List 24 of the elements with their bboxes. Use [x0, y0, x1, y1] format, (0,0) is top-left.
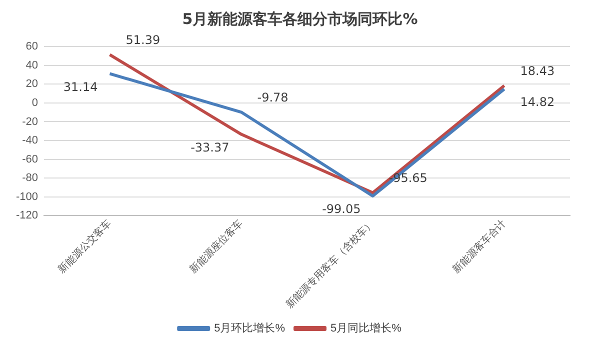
- x-tick-label: 新能源客车合计: [450, 217, 508, 276]
- legend-label: 5月环比增长%: [214, 322, 286, 335]
- x-tick-label: 新能源公交客车: [56, 217, 114, 276]
- data-label: 31.14: [63, 80, 98, 94]
- y-tick-label: 20: [26, 78, 38, 90]
- data-label: -33.37: [190, 140, 230, 154]
- y-tick-label: -100: [16, 190, 38, 203]
- y-tick-label: 60: [26, 40, 38, 53]
- x-tick-label: 新能源专用客车（含校车）: [283, 217, 377, 311]
- y-tick-label: -120: [16, 210, 38, 222]
- data-label: 14.82: [520, 95, 555, 110]
- data-label: 18.43: [520, 64, 555, 78]
- y-tick-label: -80: [22, 172, 38, 184]
- data-label: 51.39: [126, 32, 160, 47]
- legend-label: 5月同比增长%: [330, 322, 402, 335]
- x-tick-label: 新能源座位客车: [187, 217, 246, 276]
- y-tick-label: -60: [22, 153, 38, 166]
- data-label: -9.78: [257, 90, 288, 104]
- y-tick-label: 0: [32, 96, 38, 109]
- data-label: -99.05: [322, 202, 361, 216]
- chart-title: 5月新能源客车各细分市场同环比%: [181, 9, 419, 30]
- y-tick-label: -20: [22, 116, 38, 128]
- y-tick-label: 40: [26, 59, 38, 72]
- y-tick-label: -40: [22, 134, 38, 147]
